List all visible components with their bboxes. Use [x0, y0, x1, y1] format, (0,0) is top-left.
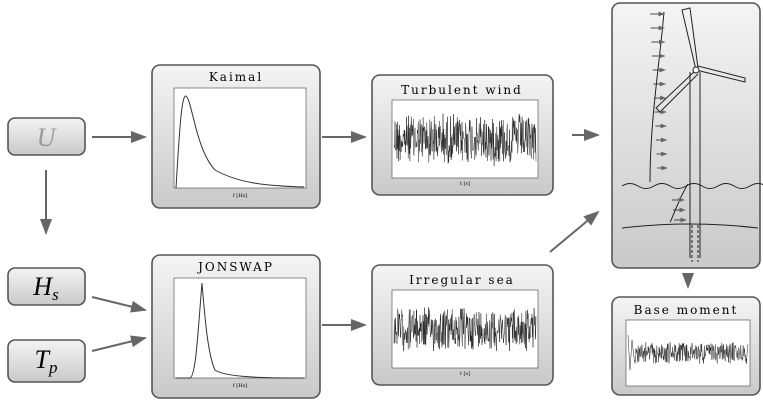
box-title: Irregular sea [409, 273, 515, 287]
arrow [549, 210, 600, 253]
input-subscript: p [48, 358, 58, 377]
signal-trace [627, 334, 749, 371]
input-label: Tp [35, 345, 58, 377]
spectrum-curve [175, 95, 305, 189]
axis-label: f [Hz] [233, 193, 247, 199]
signal-trace [393, 113, 537, 167]
plot-area [173, 277, 307, 379]
wind-profile [650, 11, 687, 223]
box-title: Turbulent wind [401, 83, 523, 97]
input-label: U [37, 123, 58, 152]
spectrum-curve [176, 282, 305, 379]
input-box [7, 117, 86, 156]
input-box [7, 267, 86, 306]
box-title: JONSWAP [196, 260, 274, 274]
input-symbol: H [32, 272, 53, 301]
input-symbol: T [35, 345, 51, 374]
axis-label: f [Hz] [233, 383, 247, 389]
turbine-box [611, 2, 761, 269]
axis-label: t [s] [460, 181, 470, 187]
box-title: Base moment [634, 303, 739, 317]
arrow [91, 335, 147, 352]
plot-area [173, 87, 307, 189]
input-subscript: s [52, 285, 59, 304]
axis-label: t [s] [460, 371, 470, 377]
turbine-drawing [621, 7, 763, 262]
signal-trace [393, 307, 537, 353]
box-title: Kaimal [209, 70, 263, 84]
input-label: Hs [32, 272, 59, 304]
arrow [91, 296, 147, 313]
input-box [7, 339, 86, 383]
